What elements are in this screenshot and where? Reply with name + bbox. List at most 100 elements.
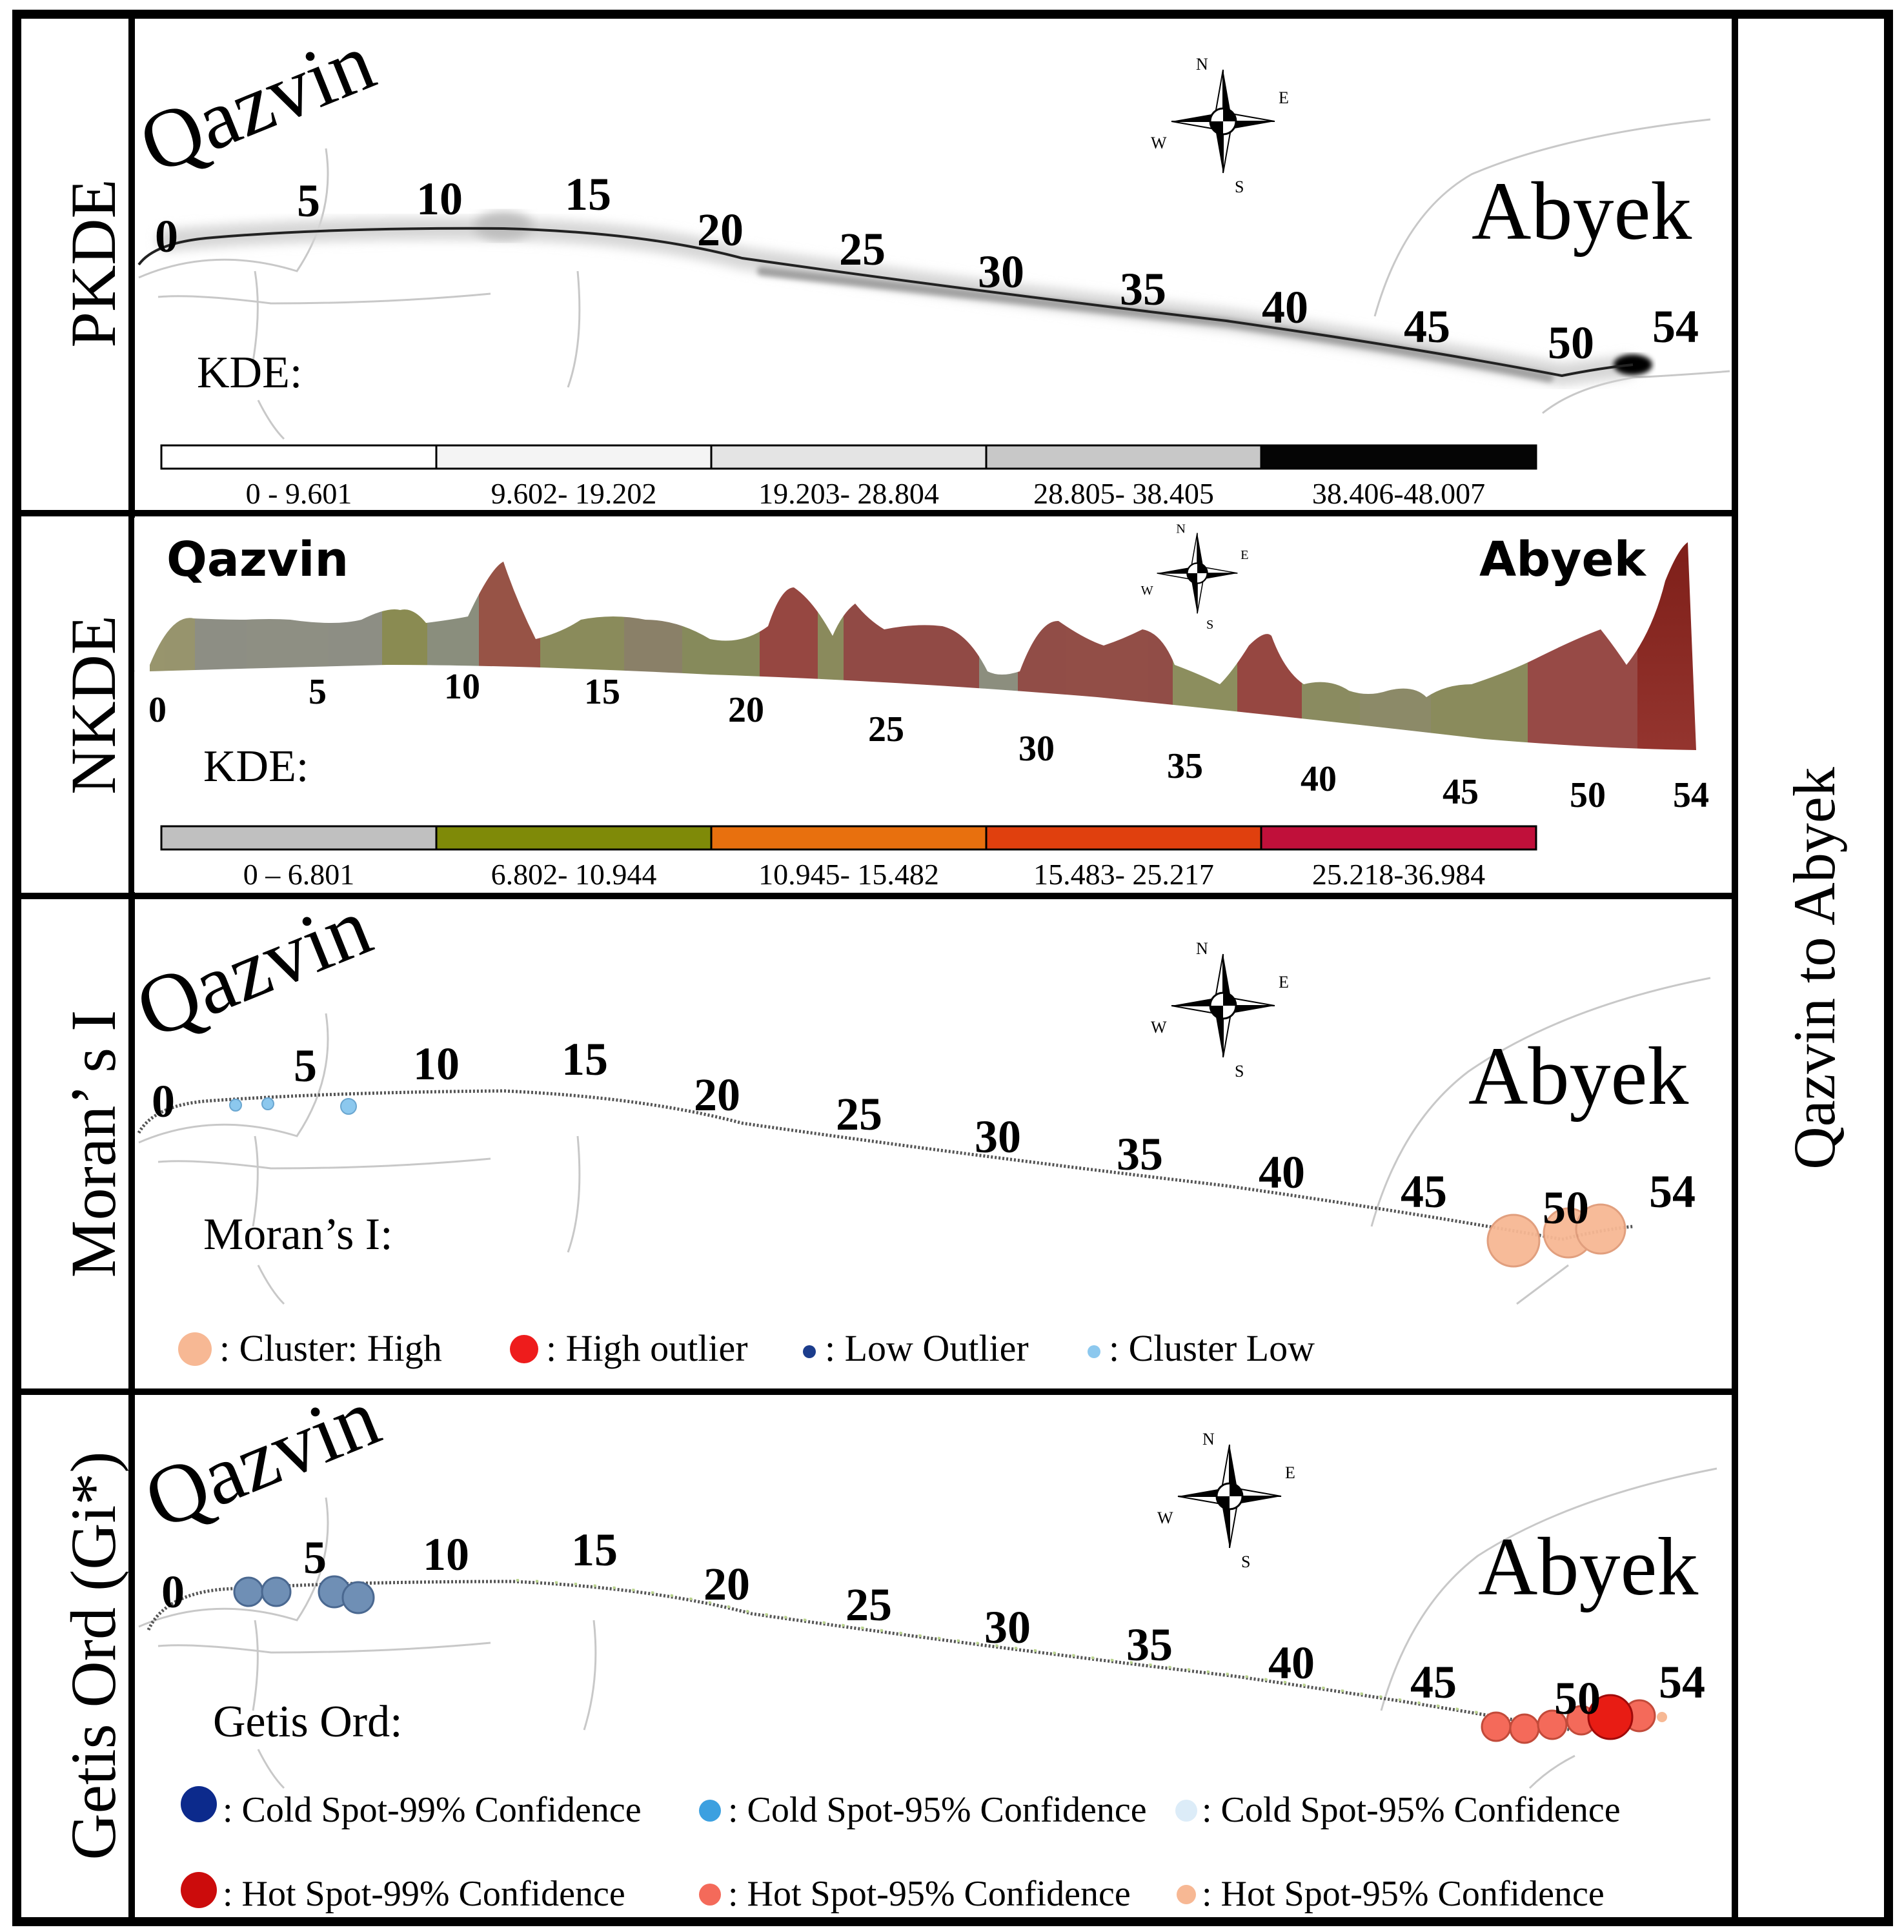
km-label: 0 bbox=[152, 1075, 175, 1127]
cluster-low-point bbox=[261, 1097, 274, 1110]
marker-legend: : Cold Spot-99% Confidence : Cold Spot-9… bbox=[181, 1786, 1621, 1914]
km-label: 20 bbox=[728, 690, 764, 730]
row-label-pkde: PKDE bbox=[57, 179, 129, 347]
city-label-end: Abyek bbox=[1478, 1521, 1698, 1612]
compass-rose-icon: N E W S bbox=[1151, 939, 1289, 1081]
km-label: 5 bbox=[303, 1532, 327, 1583]
svg-text:W: W bbox=[1157, 1509, 1173, 1527]
cluster-high-point bbox=[1575, 1203, 1626, 1255]
legend-range: 0 - 9.601 bbox=[246, 477, 352, 510]
km-label: 5 bbox=[309, 672, 327, 712]
legend-marker-label: : Cold Spot-95% Confidence bbox=[728, 1790, 1147, 1830]
hot-spot-point bbox=[1587, 1694, 1634, 1740]
svg-text:E: E bbox=[1285, 1463, 1295, 1482]
row-label-morans-i: Moran’ s I bbox=[57, 1010, 129, 1278]
hot-spot-point bbox=[1481, 1711, 1512, 1742]
background-roads bbox=[138, 977, 1711, 1305]
km-label: 15 bbox=[571, 1524, 618, 1576]
legend-marker bbox=[181, 1872, 217, 1908]
row-label-getis-ord: Getis Ord (Gi*) bbox=[57, 1451, 129, 1860]
city-label-end: Abyek bbox=[1479, 532, 1647, 587]
panel-pkde: N E W S Qazvin Abyek 0 5 10 15 20 25 30 35… bbox=[127, 15, 1730, 510]
city-label-start: Qazvin bbox=[132, 1370, 392, 1547]
legend-swatch bbox=[985, 444, 1262, 470]
legend-marker bbox=[803, 1345, 816, 1358]
cold-spot-point bbox=[233, 1576, 264, 1607]
legend-marker-label: : Hot Spot-95% Confidence bbox=[728, 1874, 1131, 1914]
road-centerline bbox=[137, 1089, 1634, 1241]
cold-spot-point bbox=[341, 1581, 375, 1614]
legend-title: KDE: bbox=[203, 742, 309, 791]
km-label: 50 bbox=[1554, 1673, 1601, 1724]
km-label: 54 bbox=[1652, 301, 1699, 352]
svg-text:E: E bbox=[1241, 548, 1248, 562]
km-label: 25 bbox=[839, 223, 886, 275]
panel-nkde: N E W S Qazvin Abyek 0 5 10 15 20 25 30 35… bbox=[134, 518, 1732, 892]
km-label: 10 bbox=[416, 173, 463, 225]
km-label: 25 bbox=[868, 709, 904, 749]
compass-rose-icon: N E W S bbox=[1157, 1430, 1295, 1571]
legend-marker bbox=[181, 1786, 217, 1822]
road-centerline bbox=[147, 1580, 1643, 1732]
svg-text:N: N bbox=[1196, 55, 1208, 74]
legend-range: 38.406-48.007 bbox=[1312, 477, 1485, 510]
city-label-start: Qazvin bbox=[127, 15, 387, 192]
legend-marker bbox=[178, 1332, 212, 1366]
svg-text:S: S bbox=[1241, 1552, 1250, 1571]
legend-swatch bbox=[160, 825, 438, 851]
city-label-end: Abyek bbox=[1468, 1030, 1688, 1122]
marker-legend: : Cluster: High : High outlier : Low Out… bbox=[178, 1327, 1315, 1369]
km-label: 45 bbox=[1443, 772, 1479, 812]
km-label: 15 bbox=[584, 672, 620, 712]
svg-text:E: E bbox=[1279, 88, 1289, 107]
km-label: 50 bbox=[1548, 317, 1594, 369]
km-label: 10 bbox=[413, 1038, 460, 1090]
legend-range: 10.945- 15.482 bbox=[758, 858, 939, 891]
legend-marker-label: : High outlier bbox=[546, 1327, 748, 1369]
cold-spot-points bbox=[233, 1575, 375, 1614]
legend-marker-label: : Cold Spot-95% Confidence bbox=[1202, 1790, 1621, 1830]
svg-text:S: S bbox=[1206, 618, 1213, 632]
legend-range: 0 – 6.801 bbox=[243, 858, 355, 891]
legend-marker-label: : Cold Spot-99% Confidence bbox=[223, 1790, 642, 1830]
legend-swatch bbox=[435, 444, 713, 470]
km-label: 35 bbox=[1117, 1128, 1163, 1180]
legend-title: KDE: bbox=[197, 348, 302, 398]
legend-marker-label: : Low Outlier bbox=[825, 1327, 1029, 1369]
city-label-end: Abyek bbox=[1472, 165, 1692, 257]
profile-mask-top bbox=[134, 518, 1732, 892]
km-label: 54 bbox=[1673, 775, 1709, 815]
km-label: 10 bbox=[423, 1529, 469, 1580]
compass-rose-icon: N E W S bbox=[1141, 522, 1249, 632]
cluster-high-points bbox=[1486, 1203, 1626, 1268]
km-label: 5 bbox=[297, 175, 320, 227]
km-label: 30 bbox=[1018, 729, 1055, 769]
legend-swatch bbox=[1260, 825, 1537, 851]
legend-title: Moran’s I: bbox=[203, 1210, 393, 1259]
city-label-start: Qazvin bbox=[167, 532, 349, 587]
background-roads bbox=[138, 118, 1730, 440]
side-title: Qazvin to Abyek bbox=[1781, 767, 1847, 1169]
cluster-low-points bbox=[229, 1097, 357, 1115]
svg-text:W: W bbox=[1141, 584, 1154, 598]
km-label: 30 bbox=[978, 246, 1024, 298]
panel-morans-i: N E W S Qazvin Abyek 0 5 10 15 20 25 30 35… bbox=[124, 880, 1711, 1369]
km-label: 0 bbox=[155, 210, 178, 262]
legend-swatch bbox=[985, 825, 1262, 851]
cluster-low-point bbox=[340, 1098, 357, 1115]
legend-marker-label: : Hot Spot-99% Confidence bbox=[223, 1874, 625, 1914]
legend-marker-label: : Cluster: High bbox=[219, 1327, 442, 1369]
cluster-high-point bbox=[1486, 1214, 1541, 1268]
legend-swatch bbox=[710, 825, 987, 851]
svg-text:S: S bbox=[1235, 178, 1244, 196]
cold-spot-point bbox=[261, 1576, 292, 1607]
km-labels: 0 5 10 15 20 25 30 35 40 45 50 54 bbox=[152, 1033, 1696, 1234]
cluster-low-point bbox=[229, 1099, 242, 1112]
legend-range: 9.602- 19.202 bbox=[491, 477, 657, 510]
km-label: 10 bbox=[444, 667, 480, 707]
km-label: 40 bbox=[1268, 1637, 1315, 1689]
svg-text:N: N bbox=[1202, 1430, 1215, 1449]
legend-swatch bbox=[435, 825, 713, 851]
legend-marker bbox=[1177, 1885, 1196, 1904]
